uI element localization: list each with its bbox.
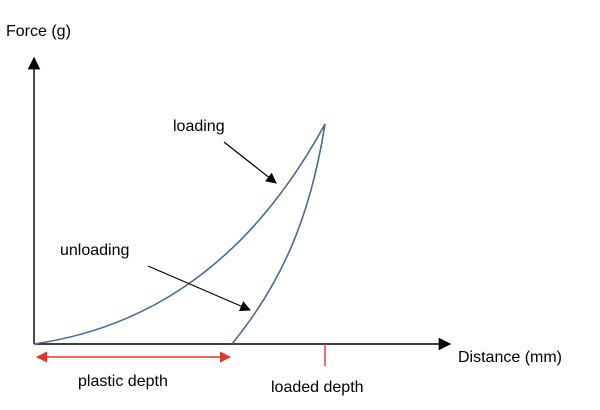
loading-label: loading — [173, 118, 225, 135]
unloading-label: unloading — [60, 242, 129, 259]
loading-curve — [33, 123, 326, 345]
unloading-pointer-arrow — [147, 265, 251, 312]
loaded-depth-label: loaded depth — [271, 379, 364, 396]
plastic-depth-label: plastic depth — [78, 373, 168, 390]
y-axis-label: Force (g) — [6, 23, 71, 40]
unloading-curve — [231, 123, 326, 345]
loading-pointer-arrow — [223, 141, 277, 184]
x-axis-label: Distance (mm) — [458, 349, 562, 366]
